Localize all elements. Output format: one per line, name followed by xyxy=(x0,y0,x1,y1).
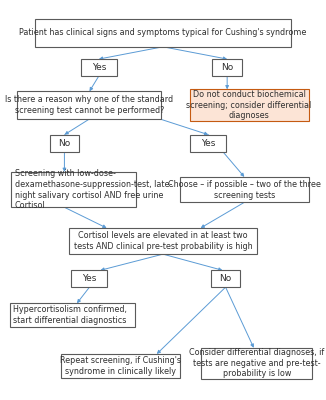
FancyBboxPatch shape xyxy=(35,19,291,47)
FancyBboxPatch shape xyxy=(212,59,242,76)
Text: Yes: Yes xyxy=(201,139,215,148)
FancyBboxPatch shape xyxy=(69,228,257,254)
FancyBboxPatch shape xyxy=(81,59,117,76)
Text: Yes: Yes xyxy=(92,63,106,72)
FancyBboxPatch shape xyxy=(201,348,312,378)
Text: Do not conduct biochemical
screening; consider differential
diagnoses: Do not conduct biochemical screening; co… xyxy=(186,90,312,120)
Text: Choose – if possible – two of the three
screening tests: Choose – if possible – two of the three … xyxy=(168,180,321,200)
Text: Is there a reason why one of the standard
screening test cannot be performed?: Is there a reason why one of the standar… xyxy=(6,95,173,115)
FancyBboxPatch shape xyxy=(190,135,226,152)
Text: Yes: Yes xyxy=(82,274,96,283)
FancyBboxPatch shape xyxy=(10,303,135,327)
FancyBboxPatch shape xyxy=(18,91,161,119)
FancyBboxPatch shape xyxy=(180,177,308,202)
FancyBboxPatch shape xyxy=(11,172,136,207)
Text: Repeat screening, if Cushing's
syndrome in clinically likely: Repeat screening, if Cushing's syndrome … xyxy=(60,356,181,376)
Text: No: No xyxy=(221,63,233,72)
Text: No: No xyxy=(58,139,70,148)
FancyBboxPatch shape xyxy=(190,90,308,121)
Text: No: No xyxy=(219,274,232,283)
Text: Patient has clinical signs and symptoms typical for Cushing's syndrome: Patient has clinical signs and symptoms … xyxy=(19,28,307,38)
Text: Cortisol levels are elevated in at least two
tests AND clinical pre-test probabi: Cortisol levels are elevated in at least… xyxy=(74,231,252,251)
Text: Screening with low-dose-
dexamethasone-suppression-test, late-
night salivary co: Screening with low-dose- dexamethasone-s… xyxy=(15,169,172,210)
FancyBboxPatch shape xyxy=(71,270,108,287)
FancyBboxPatch shape xyxy=(50,135,79,152)
FancyBboxPatch shape xyxy=(61,354,180,378)
Text: Consider differential diagnoses, if
tests are negative and pre-test-
probability: Consider differential diagnoses, if test… xyxy=(189,348,324,378)
Text: Hypercortisolism confirmed,
start differential diagnostics: Hypercortisolism confirmed, start differ… xyxy=(13,305,127,325)
FancyBboxPatch shape xyxy=(211,270,241,287)
